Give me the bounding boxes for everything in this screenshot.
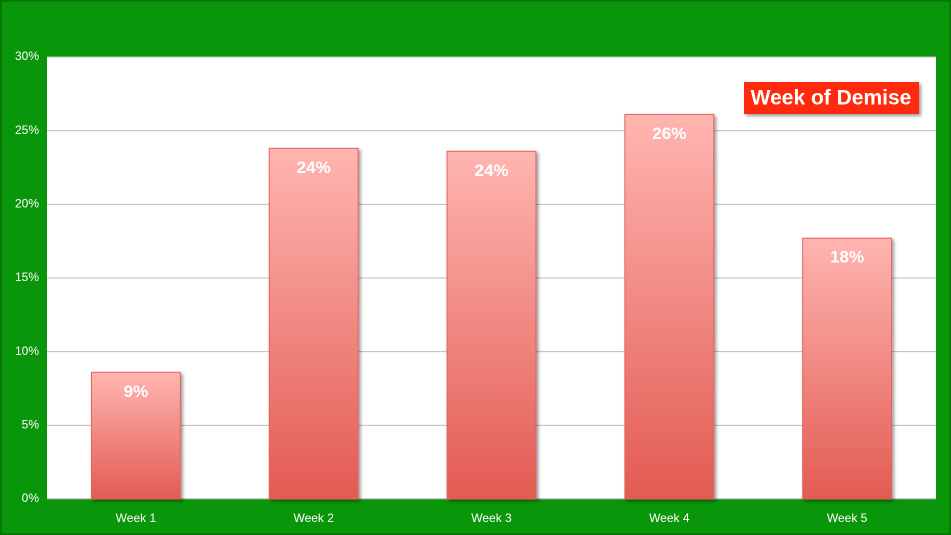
y-tick-label: 30% — [15, 49, 39, 63]
x-tick-label: Week 1 — [116, 511, 157, 525]
bar — [802, 237, 893, 500]
y-tick-label: 10% — [15, 344, 39, 358]
x-tick-label: Week 2 — [293, 511, 334, 525]
y-tick-label: 0% — [22, 491, 40, 505]
value-label: 24% — [297, 158, 331, 177]
bar — [446, 150, 537, 500]
value-label: 26% — [652, 124, 686, 143]
x-tick-label: Week 4 — [649, 511, 690, 525]
x-tick-label: Week 3 — [471, 511, 512, 525]
bar — [90, 371, 181, 500]
x-tick-label: Week 5 — [827, 511, 868, 525]
y-tick-label: 15% — [15, 270, 39, 284]
bar — [268, 147, 359, 500]
chart-title: Week of Demise — [751, 87, 912, 110]
y-tick-label: 5% — [22, 418, 40, 432]
title-background — [744, 82, 919, 114]
title-box: Week of Demise — [744, 82, 919, 114]
bar — [624, 113, 715, 500]
value-label: 24% — [474, 161, 508, 180]
y-tick-label: 25% — [15, 123, 39, 137]
value-label: 9% — [124, 382, 149, 401]
value-label: 18% — [830, 248, 864, 267]
y-tick-label: 20% — [15, 197, 39, 211]
